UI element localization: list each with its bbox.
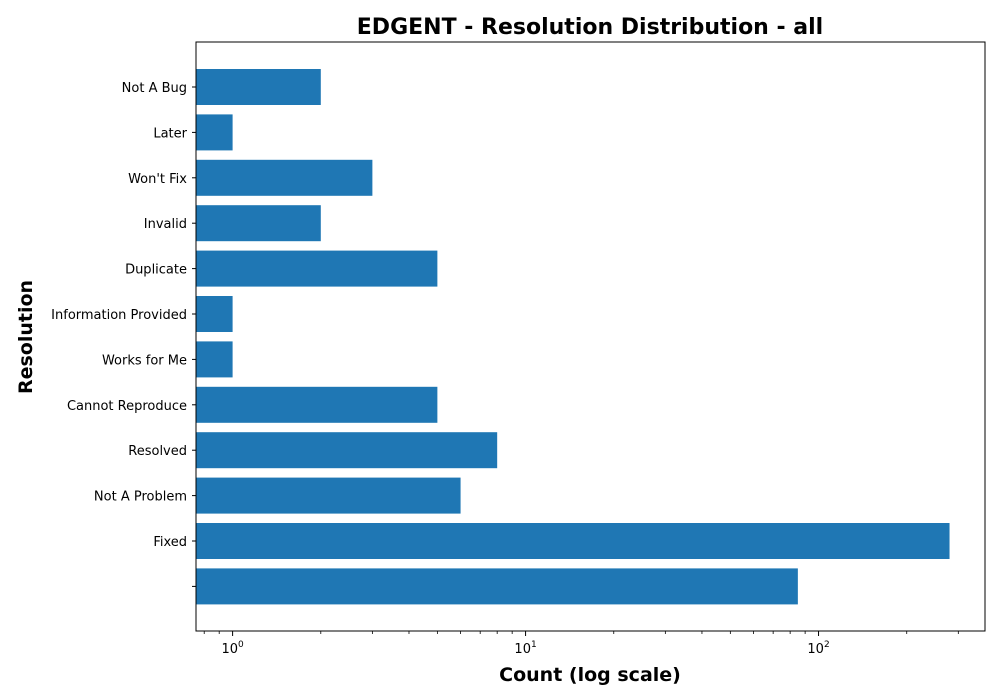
x-ticks: 100 101 102 xyxy=(203,631,959,657)
bar xyxy=(196,386,438,423)
x-axis-label: Count (log scale) xyxy=(499,664,681,686)
bar xyxy=(196,205,321,242)
y-tick-label: Won't Fix xyxy=(128,172,187,187)
x-tick-label: 101 xyxy=(514,640,536,657)
bar xyxy=(196,477,461,514)
bar xyxy=(196,69,321,105)
bar xyxy=(196,159,373,196)
bar xyxy=(196,568,798,605)
y-tick-label: Cannot Reproduce xyxy=(67,399,187,414)
bar xyxy=(196,523,950,559)
y-tick-label: Works for Me xyxy=(102,353,187,368)
plot-frame xyxy=(195,41,986,632)
bar xyxy=(196,432,498,469)
y-ticks: Not A Bug Later Won't Fix Invalid Duplicate I… xyxy=(51,81,196,587)
bar xyxy=(196,296,233,332)
y-tick-label: Duplicate xyxy=(125,263,187,278)
bar xyxy=(196,114,233,151)
y-tick-label: Invalid xyxy=(144,217,187,232)
y-tick-label: Fixed xyxy=(153,535,187,550)
bar xyxy=(196,250,438,287)
x-tick-label: 102 xyxy=(807,640,829,657)
x-tick-label: 100 xyxy=(221,640,244,657)
bars xyxy=(196,69,950,605)
chart-title: EDGENT - Resolution Distribution - all xyxy=(357,15,823,40)
y-tick-label: Resolved xyxy=(128,444,187,459)
bar xyxy=(196,341,233,378)
y-tick-label: Not A Bug xyxy=(122,81,187,96)
y-tick-label: Not A Problem xyxy=(94,490,187,505)
y-tick-label: Later xyxy=(153,126,187,141)
y-axis-label: Resolution xyxy=(15,280,37,394)
y-tick-label: Information Provided xyxy=(51,308,187,323)
